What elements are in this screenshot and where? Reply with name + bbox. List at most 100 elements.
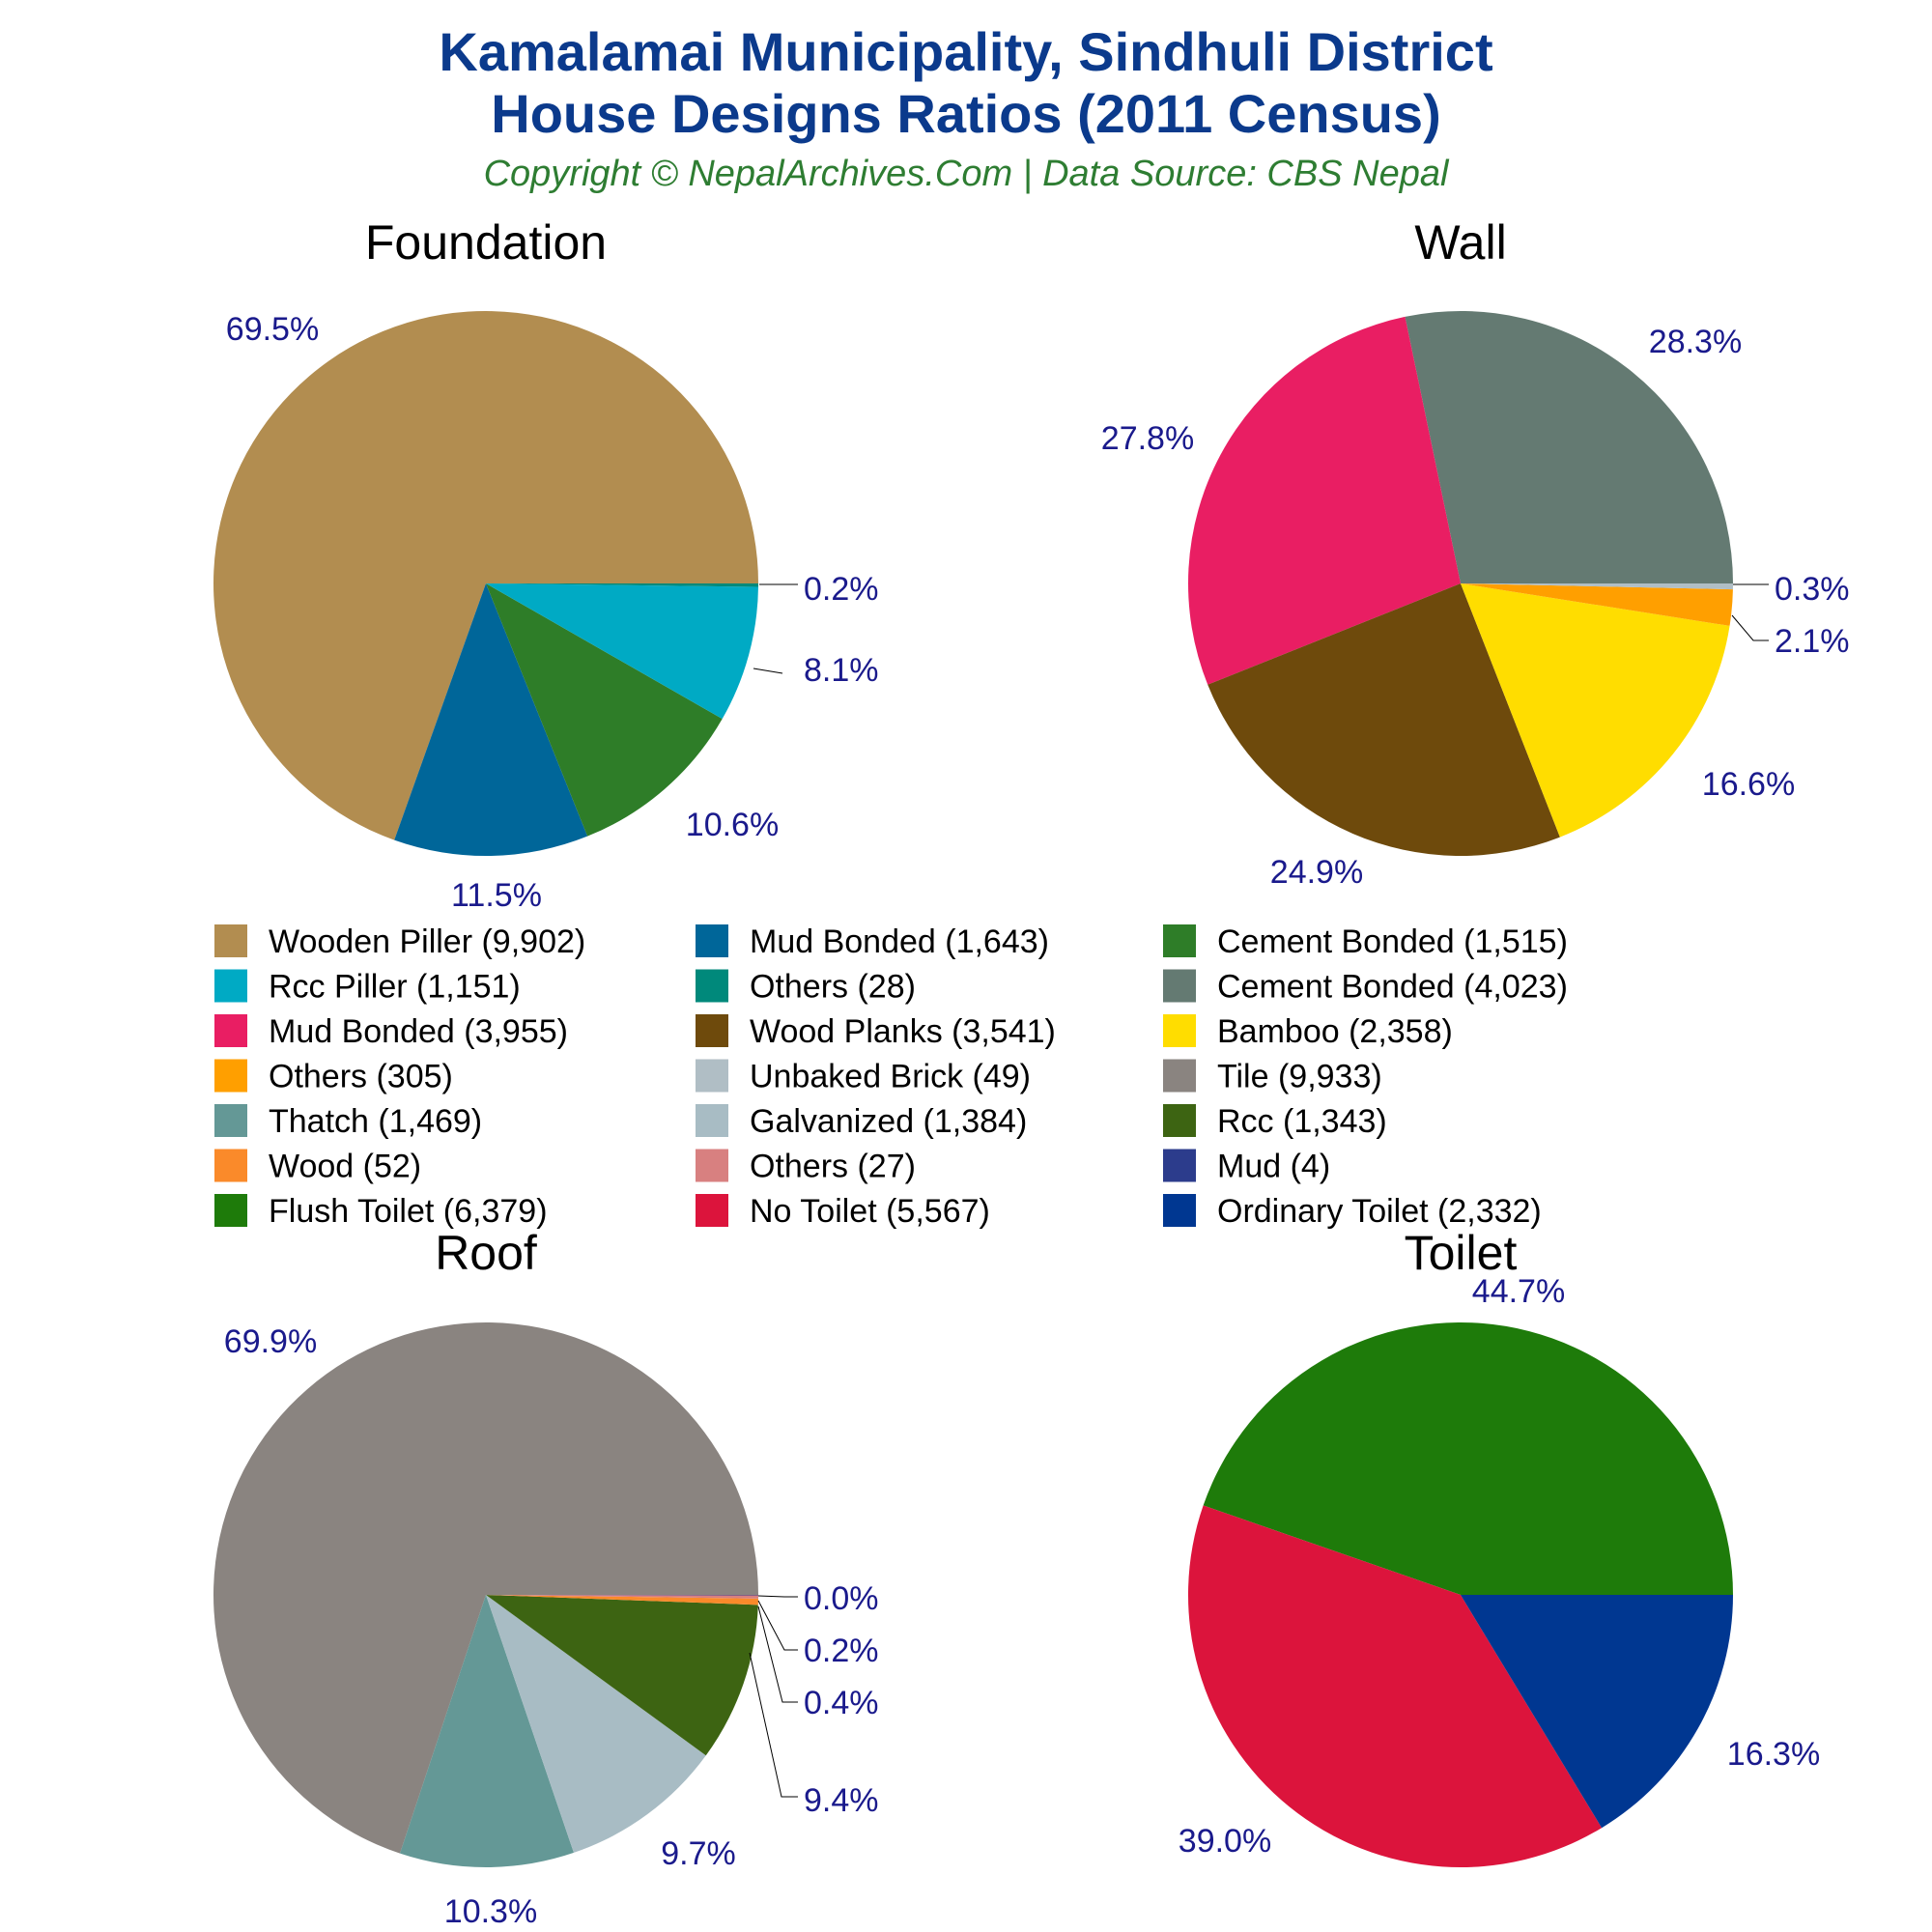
legend-label: Unbaked Brick (49) [750,1059,1031,1095]
legend-item: Wood (52) [214,1149,421,1185]
legend-label: Mud (4) [1217,1149,1330,1185]
pct-label-toilet-ordinary-toilet: 16.3% [1727,1736,1820,1773]
slice-toilet-ordinary-toilet [1461,1595,1733,1829]
legend-label: Galvanized (1,384) [750,1103,1027,1140]
legend-item: Bamboo (2,358) [1163,1013,1453,1050]
pie-wall: Wall 28.3% 27.8% 24.9% 16.6% 2.1% 0.3% [1101,215,1850,891]
pie-title-wall: Wall [1414,215,1506,270]
leader-line-foundation-rcc-piller [753,668,783,674]
legend-item: Others (28) [696,969,916,1006]
legend-label: Mud Bonded (3,955) [269,1013,568,1050]
slice-roof-tile [213,1322,758,1854]
slice-foundation-mud-bonded [394,583,588,857]
legend-label: Wooden Piller (9,902) [269,923,585,960]
legend-swatch [696,1104,728,1137]
chart-title-line2: House Designs Ratios (2011 Census) [491,83,1440,144]
legend-swatch [696,1149,728,1182]
pct-label-foundation-rcc-piller: 8.1% [804,652,879,689]
legend-label: Others (305) [269,1059,453,1095]
legend-swatch [1163,1149,1196,1182]
leader-line-roof-mud [757,1595,798,1598]
legend-swatch [696,969,728,1003]
legend-item: Flush Toilet (6,379) [214,1193,548,1230]
legend-swatch [214,969,247,1003]
slice-foundation-wooden-piller [213,311,758,840]
legend-item: Mud Bonded (1,643) [696,923,1049,960]
legend-label: Wood Planks (3,541) [750,1013,1056,1050]
legend-swatch [214,924,247,957]
pct-label-wall-mud-bonded: 27.8% [1101,420,1194,457]
pie-roof: Roof 69.9% 10.3% 9.7% 9.4% 0.4% 0.2% 0.0% [213,1226,879,1930]
legend-label: Mud Bonded (1,643) [750,923,1049,960]
slice-wall-mud-bonded [1187,316,1461,685]
legend-label: Rcc (1,343) [1217,1103,1387,1140]
slice-roof-others [486,1595,758,1599]
legend-label: Others (27) [750,1149,916,1185]
slice-wall-others [1461,583,1733,626]
legend-swatch [1163,969,1196,1003]
legend-item: Rcc (1,343) [1163,1103,1387,1140]
chart-subtitle: Copyright © NepalArchives.Com | Data Sou… [484,154,1450,194]
pie-title-toilet: Toilet [1405,1226,1518,1280]
leader-line-roof-others [757,1600,798,1651]
chart-title-line1: Kamalamai Municipality, Sindhuli Distric… [439,21,1492,82]
leader-line-wall-others [1731,614,1769,641]
pct-label-foundation-wooden-piller: 69.5% [226,311,319,348]
legend-label: Ordinary Toilet (2,332) [1217,1193,1542,1230]
legend-swatch [1163,1059,1196,1093]
legend-item: Wood Planks (3,541) [696,1013,1056,1050]
slice-roof-thatch [400,1595,574,1868]
pie-charts: Foundation 69.5% 11.5% 10.6% 8.1% 0.2% Wall 28.… [213,215,1850,1930]
pct-label-wall-unbaked-brick: 0.3% [1775,571,1850,608]
pct-label-foundation-mud-bonded: 11.5% [451,877,542,914]
pct-label-roof-mud: 0.0% [804,1580,879,1617]
legend-item: Cement Bonded (1,515) [1163,923,1568,960]
leader-line-roof-wood [757,1605,798,1703]
slice-foundation-others [486,583,758,587]
legend-label: Bamboo (2,358) [1217,1013,1453,1050]
legend-swatch [1163,1194,1196,1227]
legend-swatch [1163,1104,1196,1137]
legend: Wooden Piller (9,902) Mud Bonded (1,643) C… [214,923,1568,1230]
pct-label-roof-others: 0.2% [804,1633,879,1669]
slice-wall-wood-planks [1208,583,1560,857]
legend-item: Tile (9,933) [1163,1059,1382,1095]
legend-item: Ordinary Toilet (2,332) [1163,1193,1542,1230]
legend-label: Rcc Piller (1,151) [269,969,521,1006]
legend-swatch [214,1014,247,1047]
legend-item: Others (27) [696,1149,916,1185]
legend-label: Others (28) [750,969,916,1006]
slice-roof-rcc [486,1595,758,1756]
legend-swatch [696,1194,728,1227]
legend-swatch [1163,924,1196,957]
legend-item: Others (305) [214,1059,453,1095]
leader-line-roof-rcc [749,1652,798,1798]
legend-label: Cement Bonded (4,023) [1217,969,1568,1006]
pct-label-roof-galvanized: 9.7% [661,1835,736,1872]
legend-item: Wooden Piller (9,902) [214,923,585,960]
pct-label-toilet-flush-toilet: 44.7% [1472,1273,1565,1310]
legend-label: Cement Bonded (1,515) [1217,923,1568,960]
legend-swatch [696,924,728,957]
pie-foundation: Foundation 69.5% 11.5% 10.6% 8.1% 0.2% [213,215,879,914]
pct-label-roof-rcc: 9.4% [804,1782,879,1819]
pct-label-roof-thatch: 10.3% [444,1893,537,1930]
legend-item: No Toilet (5,567) [696,1193,990,1230]
slice-roof-wood [486,1595,758,1605]
legend-swatch [214,1149,247,1182]
slice-wall-unbaked-brick [1461,583,1733,590]
pct-label-foundation-others: 0.2% [804,571,879,608]
legend-item: Galvanized (1,384) [696,1103,1027,1140]
legend-swatch [214,1059,247,1093]
legend-swatch [1163,1014,1196,1047]
pie-title-roof: Roof [435,1226,537,1280]
legend-label: No Toilet (5,567) [750,1193,990,1230]
slice-foundation-cement-bonded [486,583,723,837]
pct-label-toilet-no-toilet: 39.0% [1179,1823,1271,1860]
legend-swatch [214,1104,247,1137]
slice-toilet-flush-toilet [1203,1321,1733,1595]
slice-wall-bamboo [1461,583,1730,838]
slice-roof-mud [486,1595,759,1596]
legend-item: Cement Bonded (4,023) [1163,969,1568,1006]
